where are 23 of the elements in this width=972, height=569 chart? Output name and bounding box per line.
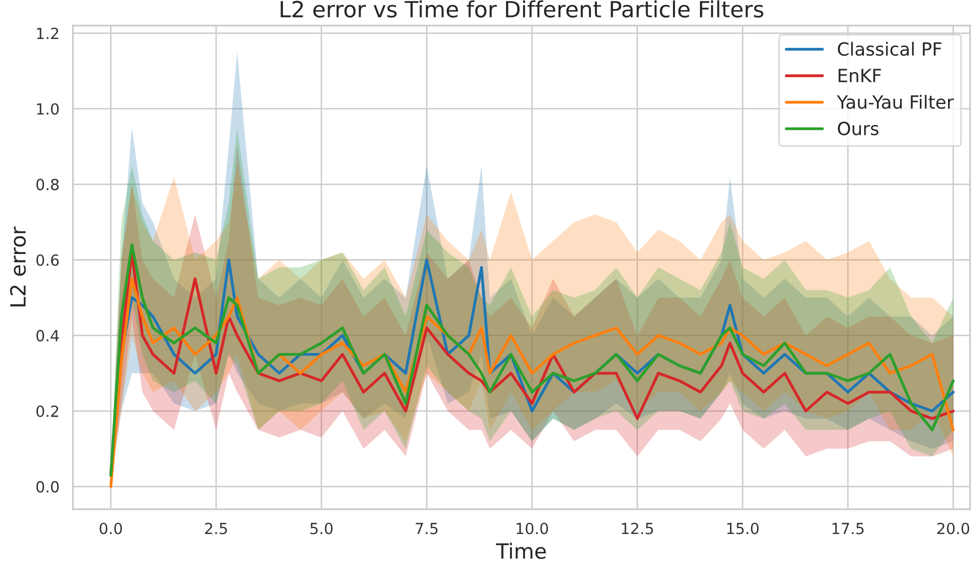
x-tick-label: 15.0 (727, 522, 759, 534)
x-tick-label: 10.0 (516, 522, 548, 534)
y-tick-label: 0.6 (36, 254, 59, 266)
x-tick-label: 12.5 (622, 522, 653, 534)
y-tick-label: 0.8 (36, 178, 59, 190)
y-tick-label: 1.0 (37, 103, 59, 115)
legend-label: Classical PF (838, 42, 942, 56)
chart-title: L2 error vs Time for Different Particle Filters (280, 0, 764, 18)
x-tick-label: 17.5 (832, 522, 864, 534)
y-tick-label: 1.2 (37, 28, 58, 39)
x-tick-label: 5.0 (310, 522, 333, 534)
x-tick-label: 0.0 (100, 522, 122, 534)
x-axis-title: Time (496, 542, 546, 559)
x-tick-label: 2.5 (205, 522, 227, 534)
y-axis-title: L2 error (10, 226, 26, 306)
legend-label: EnKF (838, 68, 881, 82)
y-tick-label: 0.2 (36, 405, 58, 418)
x-tick-label: 20.0 (937, 522, 970, 534)
legend-label: Yau-Yau Filter (836, 94, 954, 109)
y-tick-label: 0.4 (36, 330, 59, 342)
x-tick-label: 7.5 (416, 522, 438, 534)
legend-label: Ours (838, 122, 878, 136)
y-tick-label: 0.0 (36, 481, 59, 493)
